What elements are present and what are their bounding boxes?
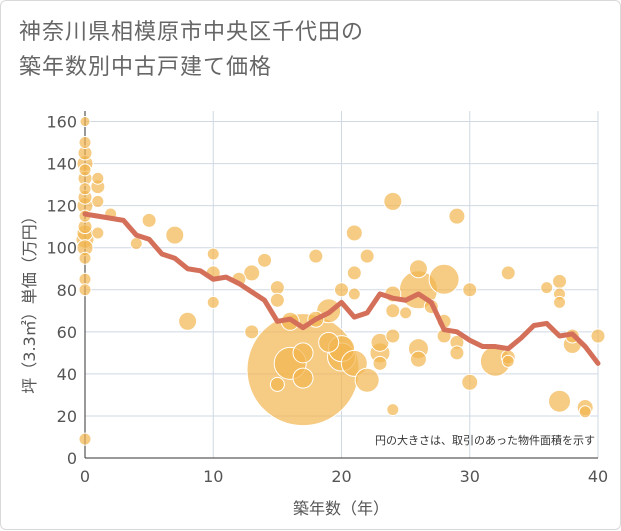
y-axis-label: 坪（3.3㎡）単価（万円） [20,208,39,393]
data-bubble [548,389,572,413]
data-bubble [292,342,314,364]
data-bubble [78,251,92,265]
data-bubble [292,367,314,389]
data-bubble [383,191,403,211]
data-bubble [372,355,388,371]
chart-title: 神奈川県相模原市中央区千代田の 築年数別中古戸建て価格 [19,15,599,85]
data-bubble [78,432,92,446]
data-bubble [206,247,220,261]
data-bubble [354,367,380,393]
data-bubble [178,311,198,331]
data-bubble [408,259,428,279]
size-note: 円の大きさは、取引のあった物件面積を示す [375,433,595,447]
data-bubble [448,207,466,225]
data-bubble [269,376,285,392]
data-bubble [78,136,92,150]
data-bubble [345,224,363,242]
data-bubble [79,116,91,128]
data-bubble [165,225,185,245]
data-bubble [553,295,567,309]
y-tick-label: 20 [57,407,77,426]
data-bubble [590,328,606,344]
x-tick-labels: 0 10 20 30 40 [80,467,608,486]
x-tick-label: 0 [80,467,90,486]
y-tick-label: 40 [57,365,77,384]
data-bubble [385,328,401,344]
x-tick-label: 40 [588,467,608,486]
y-tick-label: 60 [57,323,77,342]
x-tick-label: 30 [460,467,480,486]
y-tick-label: 140 [46,155,77,174]
data-bubble [501,354,515,368]
data-bubble [129,236,143,250]
y-tick-label: 80 [57,281,77,300]
data-bubble [141,212,157,228]
y-tick-label: 120 [46,197,77,216]
data-bubble [347,287,361,301]
data-bubble [334,282,349,298]
data-bubble [540,281,554,295]
data-bubble [91,171,105,185]
x-tick-label: 10 [203,467,223,486]
data-bubble [386,403,400,417]
y-tick-labels: 0 20 40 60 80 100 120 140 160 [46,113,77,468]
data-bubble [243,264,261,282]
data-bubble [461,373,479,391]
data-bubble [257,252,273,268]
data-bubble [399,306,413,320]
y-tick-label: 100 [46,239,77,258]
data-bubble [269,292,285,308]
data-bubble [78,163,92,177]
data-bubble [500,265,516,281]
chart-title-line1: 神奈川県相模原市中央区千代田の [19,20,365,45]
data-bubble [318,331,340,353]
data-bubble [308,248,324,264]
data-bubble [244,324,260,340]
data-bubble [359,248,375,264]
data-bubble [91,194,105,208]
data-bubble [552,273,568,289]
data-bubble [462,282,478,298]
data-bubble [449,345,465,361]
data-bubble [428,263,460,295]
data-bubble [78,182,92,196]
y-tick-label: 160 [46,113,77,132]
x-axis-label: 築年数（年） [293,499,389,518]
data-bubble [578,405,592,419]
bubble-layer [75,116,606,446]
data-bubble [269,280,285,296]
data-bubble [206,295,220,309]
x-tick-label: 20 [331,467,351,486]
trend-line [82,211,601,366]
data-bubble [78,283,92,297]
data-bubble [409,350,427,368]
data-bubble [385,303,401,319]
chart-title-line2: 築年数別中古戸建て価格 [19,55,273,80]
data-bubble [91,226,105,240]
y-tick-label: 0 [67,449,77,468]
data-bubble [346,265,362,281]
